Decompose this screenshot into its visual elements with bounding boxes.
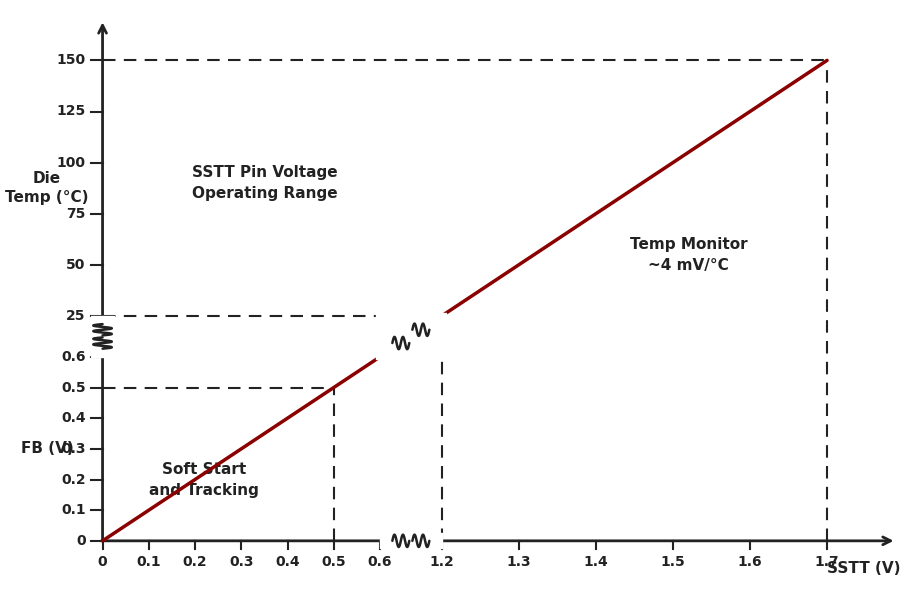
Text: Die
Temp (°C): Die Temp (°C) (5, 171, 89, 205)
Text: 25: 25 (66, 309, 85, 323)
Text: 0.3: 0.3 (229, 555, 254, 569)
Text: 1.6: 1.6 (737, 555, 762, 569)
Text: 150: 150 (57, 53, 85, 67)
Text: 0: 0 (98, 555, 107, 569)
Text: 0.1: 0.1 (136, 555, 161, 569)
Text: 75: 75 (66, 207, 85, 220)
Text: 1.3: 1.3 (507, 555, 531, 569)
Text: 0.2: 0.2 (61, 472, 85, 486)
Text: FB (V): FB (V) (21, 441, 73, 456)
Text: Soft Start
and Tracking: Soft Start and Tracking (149, 462, 259, 498)
Text: 0.5: 0.5 (322, 555, 346, 569)
Text: 0.6: 0.6 (367, 555, 392, 569)
Text: 1.2: 1.2 (430, 555, 454, 569)
Text: SSTT (V): SSTT (V) (827, 561, 900, 576)
Text: 0.1: 0.1 (61, 503, 85, 517)
Text: 0.4: 0.4 (61, 411, 85, 425)
Text: 1.4: 1.4 (583, 555, 608, 569)
Text: 0.5: 0.5 (61, 381, 85, 395)
Text: 0.6: 0.6 (61, 350, 85, 364)
Text: 50: 50 (66, 258, 85, 272)
Text: 0.3: 0.3 (61, 442, 85, 456)
Text: 125: 125 (57, 105, 85, 119)
Text: 0: 0 (76, 534, 85, 548)
Text: 1.5: 1.5 (660, 555, 685, 569)
Text: 0.2: 0.2 (182, 555, 207, 569)
Text: Temp Monitor
~4 mV/°C: Temp Monitor ~4 mV/°C (629, 236, 747, 272)
Text: 1.7: 1.7 (814, 555, 839, 569)
Text: 0.4: 0.4 (275, 555, 300, 569)
Text: 100: 100 (57, 155, 85, 170)
Text: SSTT Pin Voltage
Operating Range: SSTT Pin Voltage Operating Range (191, 165, 337, 201)
